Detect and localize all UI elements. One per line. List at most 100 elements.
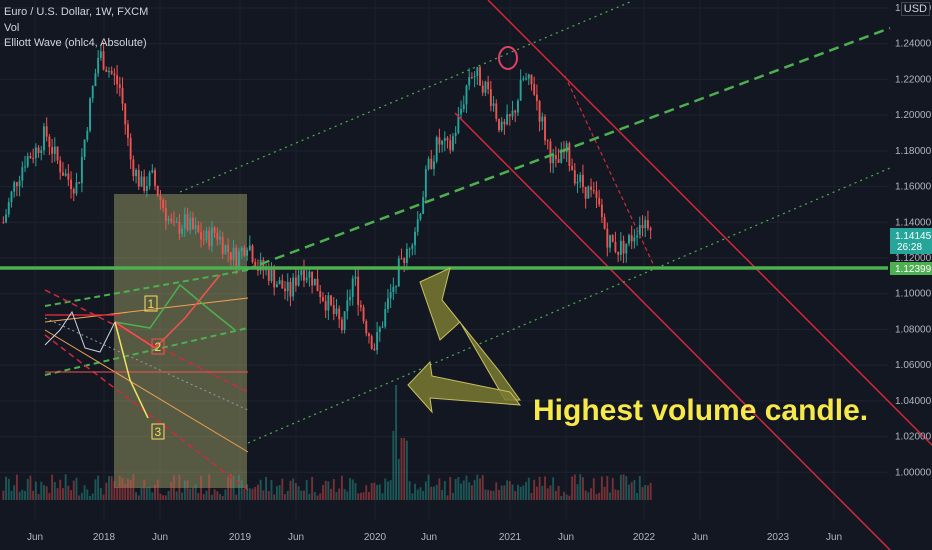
volume-bar — [216, 491, 219, 500]
volume-bar — [51, 474, 54, 500]
candle-body — [576, 181, 579, 184]
candle-body — [397, 258, 400, 287]
candle-body — [64, 173, 67, 176]
candle-body — [113, 73, 116, 76]
volume-bar — [7, 478, 10, 500]
currency-label[interactable]: USD — [900, 2, 930, 16]
volume-bar — [64, 474, 67, 500]
candle-body — [278, 280, 281, 285]
candle-body — [487, 81, 490, 90]
candle-body — [227, 245, 230, 253]
volume-bar — [506, 480, 509, 500]
volume-bar — [389, 480, 392, 500]
volume-bar — [573, 474, 576, 500]
volume-bar — [340, 475, 343, 500]
volume-bar — [105, 482, 108, 500]
volume-bar — [495, 482, 498, 500]
volume-bar — [330, 488, 333, 500]
red-channel-upper — [487, 0, 932, 446]
volume-bar — [205, 490, 208, 500]
candle-body — [343, 311, 346, 331]
candle-body — [365, 321, 368, 334]
candle-body — [511, 110, 514, 117]
candle-body — [386, 298, 389, 310]
volume-bar — [78, 495, 81, 500]
candle-body — [619, 240, 622, 255]
candle-body — [392, 286, 395, 293]
candle-body — [162, 200, 165, 209]
volume-bar — [248, 488, 251, 500]
candle-body — [646, 220, 649, 229]
candle-body — [175, 221, 178, 223]
volume-bar — [156, 479, 159, 500]
candle-body — [311, 271, 314, 286]
volume-bar — [427, 474, 430, 500]
candle-body — [61, 172, 64, 176]
volume-bar — [500, 485, 503, 500]
volume-bar — [397, 458, 400, 500]
candle-body — [481, 85, 484, 93]
candle-body — [164, 208, 167, 221]
volume-bar — [628, 484, 630, 500]
candle-body — [498, 118, 500, 131]
volume-bar — [443, 481, 446, 500]
volume-bar — [351, 479, 354, 500]
volume-bar — [460, 483, 463, 500]
candle-body — [460, 109, 463, 115]
volume-bar — [346, 491, 349, 500]
candle-body — [210, 227, 213, 247]
volume-bar — [135, 492, 138, 500]
candle-body — [568, 143, 571, 167]
candle-body — [378, 327, 381, 333]
candle-body — [43, 126, 45, 151]
candle-body — [67, 173, 70, 180]
candle-body — [590, 186, 593, 190]
candle-body — [484, 81, 487, 93]
volume-bar — [108, 476, 110, 500]
candle-body — [313, 278, 316, 286]
volume-bar — [487, 489, 490, 500]
orange-line-1 — [44, 297, 249, 323]
candle-body — [381, 326, 384, 328]
volume-bar — [284, 494, 286, 500]
volume-bar — [630, 482, 633, 500]
volume-bar — [454, 479, 457, 500]
support-price-value: 1.12399 — [895, 264, 932, 275]
candle-body — [137, 169, 140, 187]
volume-bar — [468, 482, 471, 500]
candle-body — [305, 277, 308, 281]
volume-bar — [492, 490, 495, 500]
candle-body — [221, 236, 224, 254]
candle-body — [86, 130, 89, 140]
x-tick-label: Jun — [558, 532, 574, 543]
candle-body — [600, 204, 603, 218]
candle-body — [308, 271, 311, 278]
volume-bar — [609, 492, 611, 500]
candle-body — [351, 278, 354, 297]
volume-bar — [516, 484, 519, 500]
yellow-wave-arrow — [114, 321, 149, 419]
candle-body — [606, 228, 609, 248]
candle-body — [587, 186, 590, 199]
candle-body — [628, 235, 630, 244]
volume-bar — [571, 476, 574, 500]
red-channel-lower — [454, 112, 891, 550]
volume-bar — [191, 487, 194, 500]
candle-body — [433, 161, 435, 169]
candle-body — [289, 281, 292, 297]
volume-bar — [59, 479, 62, 500]
volume-bar — [408, 481, 411, 500]
green-wave-arrow — [114, 283, 236, 331]
volume-bar — [183, 480, 186, 500]
candle-body — [414, 231, 416, 246]
volume-bar — [533, 479, 536, 500]
candle-body — [213, 227, 216, 233]
candle-body — [581, 174, 584, 187]
volume-bar — [97, 475, 100, 500]
candle-body — [330, 295, 333, 306]
candle-body — [544, 116, 546, 141]
volume-bar — [641, 487, 644, 500]
volume-bar — [178, 474, 181, 500]
volume-bar — [386, 481, 389, 500]
